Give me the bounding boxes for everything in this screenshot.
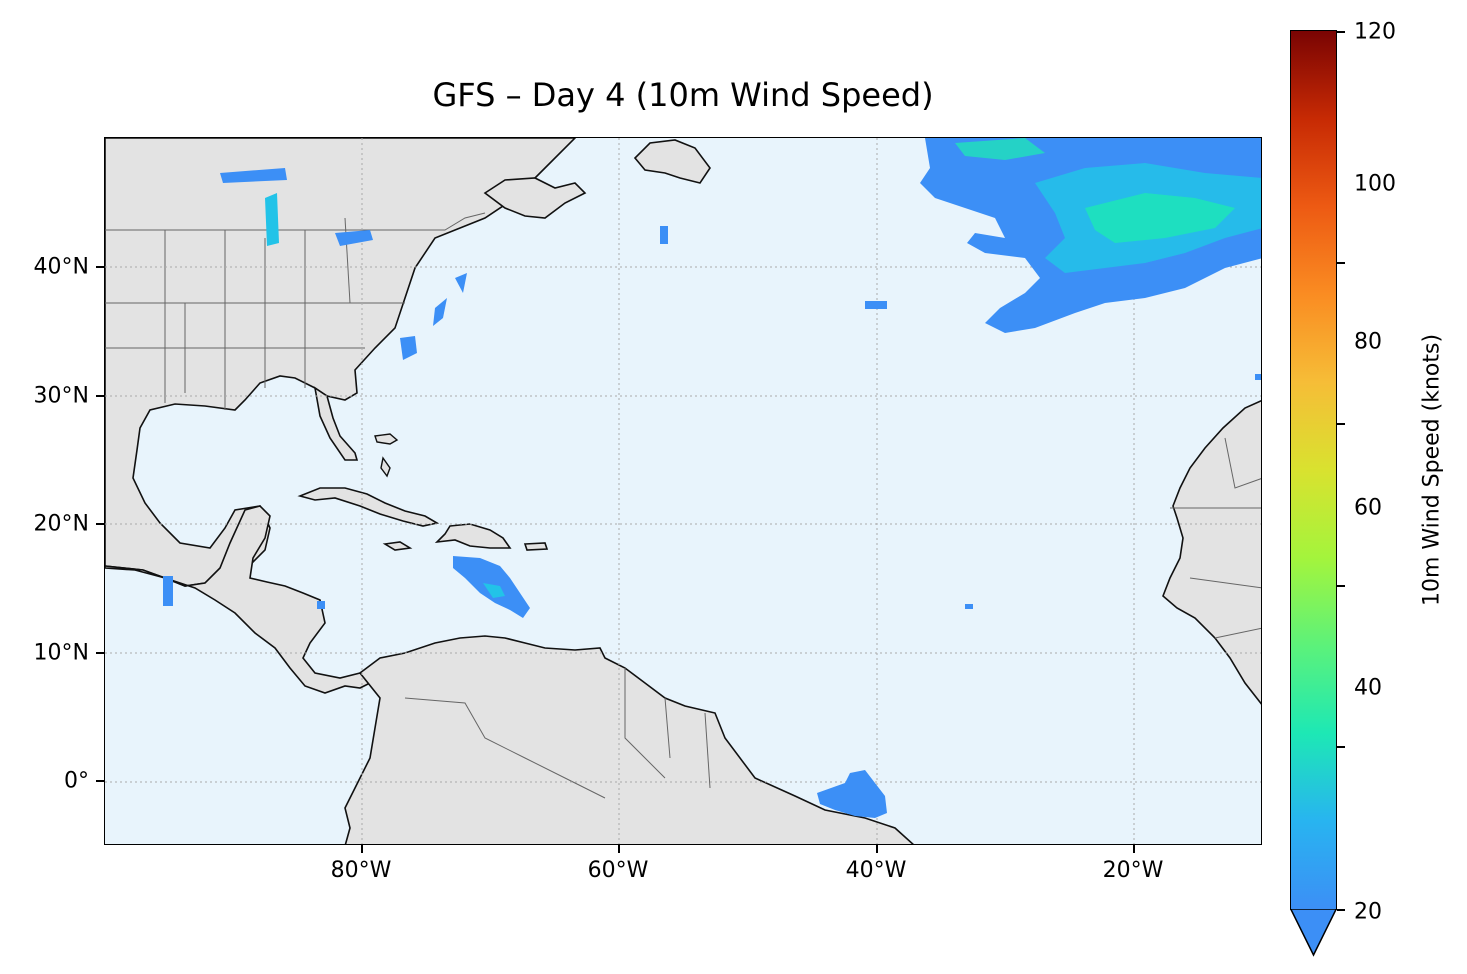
wind-max-northeast-atlantic xyxy=(1085,193,1235,243)
bahamas-land xyxy=(374,433,399,478)
south-america-land xyxy=(344,635,914,844)
puerto-rico-land xyxy=(523,542,549,551)
colorbar-tickmark xyxy=(1337,31,1345,33)
colorbar-tick-label: 20 xyxy=(1354,899,1382,925)
africa-land xyxy=(1162,400,1261,705)
y-tick-label: 0° xyxy=(64,768,89,794)
colorbar-tickmark xyxy=(1337,746,1345,748)
colorbar-tickmark xyxy=(1337,909,1345,911)
x-tick-label: 60°W xyxy=(587,858,649,883)
y-tickmark xyxy=(96,780,104,782)
y-tickmark xyxy=(96,652,104,654)
x-tick-label: 80°W xyxy=(330,858,392,883)
colorbar-extend-arrow xyxy=(1290,909,1337,957)
colorbar-tick-label: 60 xyxy=(1354,495,1382,521)
wind-field xyxy=(163,138,1261,818)
florida-land xyxy=(313,386,359,461)
cuba-land xyxy=(297,487,440,527)
map-panel xyxy=(104,137,1262,845)
map-title: GFS – Day 4 (10m Wind Speed) xyxy=(432,76,934,114)
central-america-land xyxy=(105,505,382,694)
colorbar-tickmark xyxy=(1337,423,1345,425)
wind-max-north-edge xyxy=(955,138,1045,160)
colorbar-title: 10m Wind Speed (knots) xyxy=(1419,333,1445,607)
y-tickmark xyxy=(96,523,104,525)
jamaica-land xyxy=(382,541,413,551)
x-tickmark xyxy=(361,845,363,853)
colorbar-tick-label: 80 xyxy=(1354,329,1382,355)
y-tickmark xyxy=(96,266,104,268)
colorbar-tickmark xyxy=(1337,585,1345,587)
x-tickmark xyxy=(618,845,620,853)
hispaniola-land xyxy=(434,523,512,549)
x-tickmark xyxy=(1133,845,1135,853)
map-canvas xyxy=(105,138,1261,844)
x-tick-label: 40°W xyxy=(845,858,907,883)
y-tick-label: 10°N xyxy=(33,640,89,666)
y-tick-label: 30°N xyxy=(33,383,89,409)
x-tick-label: 20°W xyxy=(1102,858,1164,883)
wind-region-brazil-coast xyxy=(817,770,887,818)
colorbar-tick-label: 40 xyxy=(1354,675,1382,701)
x-tickmark xyxy=(876,845,878,853)
y-tick-label: 20°N xyxy=(33,511,89,537)
y-tickmark xyxy=(96,395,104,397)
colorbar xyxy=(1290,30,1337,910)
y-tick-label: 40°N xyxy=(33,254,89,280)
colorbar-tick-label: 120 xyxy=(1354,19,1396,45)
colorbar-tickmark xyxy=(1337,262,1345,264)
nova-scotia-land xyxy=(483,177,587,219)
colorbar-tick-label: 100 xyxy=(1354,171,1396,197)
newfoundland-land xyxy=(633,139,711,184)
